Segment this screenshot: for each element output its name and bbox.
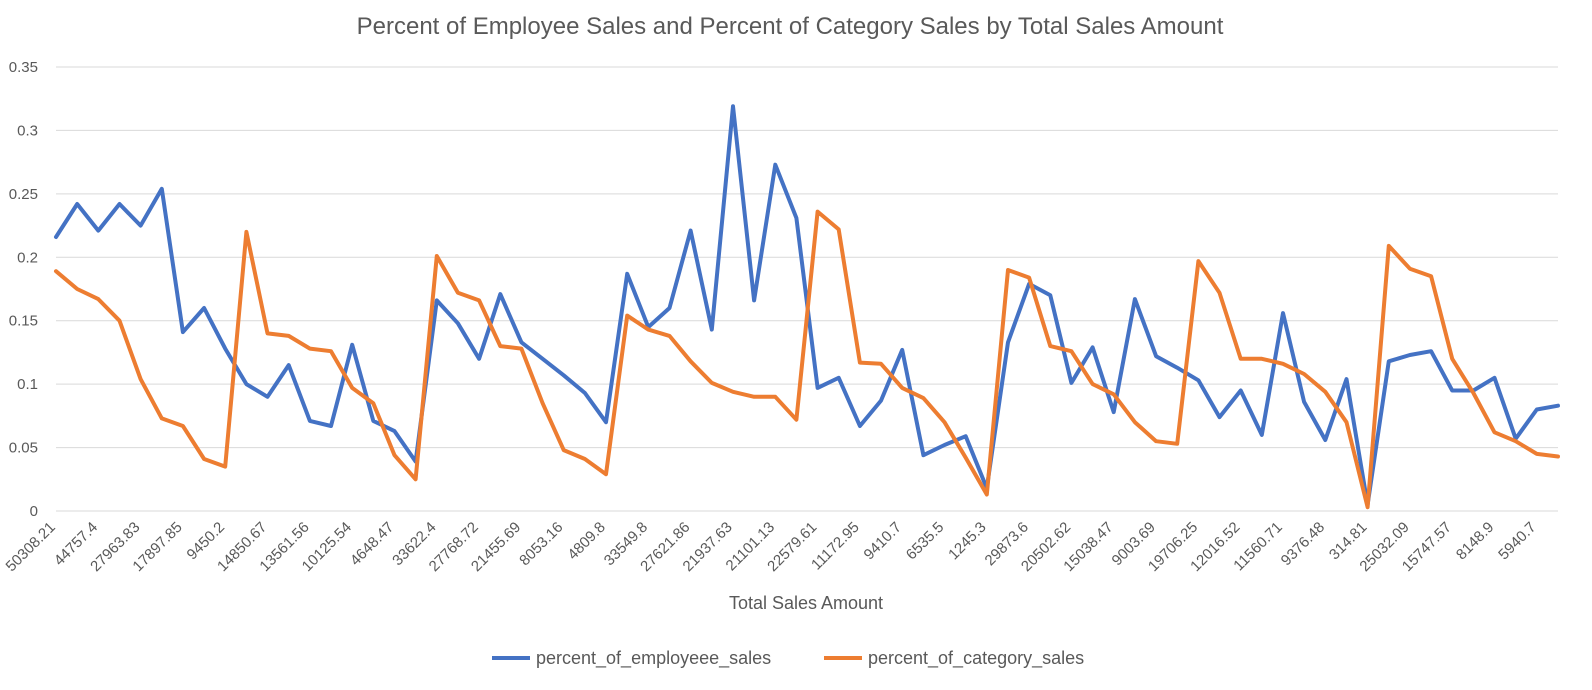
x-tick-label: 50308.21 [3,519,59,575]
gridlines [56,66,1558,512]
y-tick-label: 0.2 [17,249,38,266]
x-tick-label: 4648.47 [347,519,397,569]
x-tick-label: 9410.7 [861,519,905,563]
legend-label-employee-sales: percent_of_employeee_sales [536,648,771,669]
series-lines [54,104,1560,510]
x-tick-label: 6535.5 [903,519,947,563]
y-tick-label: 0.25 [9,186,38,203]
series-line-category-sales [54,209,1560,510]
legend-label-category-sales: percent_of_category_sales [868,648,1084,669]
x-tick-label: 8053.16 [516,519,566,569]
legend: percent_of_employeee_sales percent_of_ca… [492,648,1084,669]
y-axis-ticks: 0 0.05 0.1 0.15 0.2 0.25 0.3 0.35 [9,59,38,520]
y-tick-label: 0.05 [9,440,38,457]
x-tick-label: 9376.48 [1278,519,1328,569]
x-tick-label: 8148.9 [1453,519,1497,563]
y-tick-label: 0.3 [17,122,38,139]
y-tick-label: 0.35 [9,59,38,76]
x-tick-label: 5940.7 [1495,519,1539,563]
chart-title: Percent of Employee Sales and Percent of… [357,13,1224,40]
y-tick-label: 0.15 [9,313,38,330]
y-tick-label: 0 [30,503,38,520]
y-tick-label: 0.1 [17,376,38,393]
x-axis-title: Total Sales Amount [729,593,883,613]
x-axis-ticks: 50308.2144757.427963.8317897.859450.2148… [3,519,1540,575]
